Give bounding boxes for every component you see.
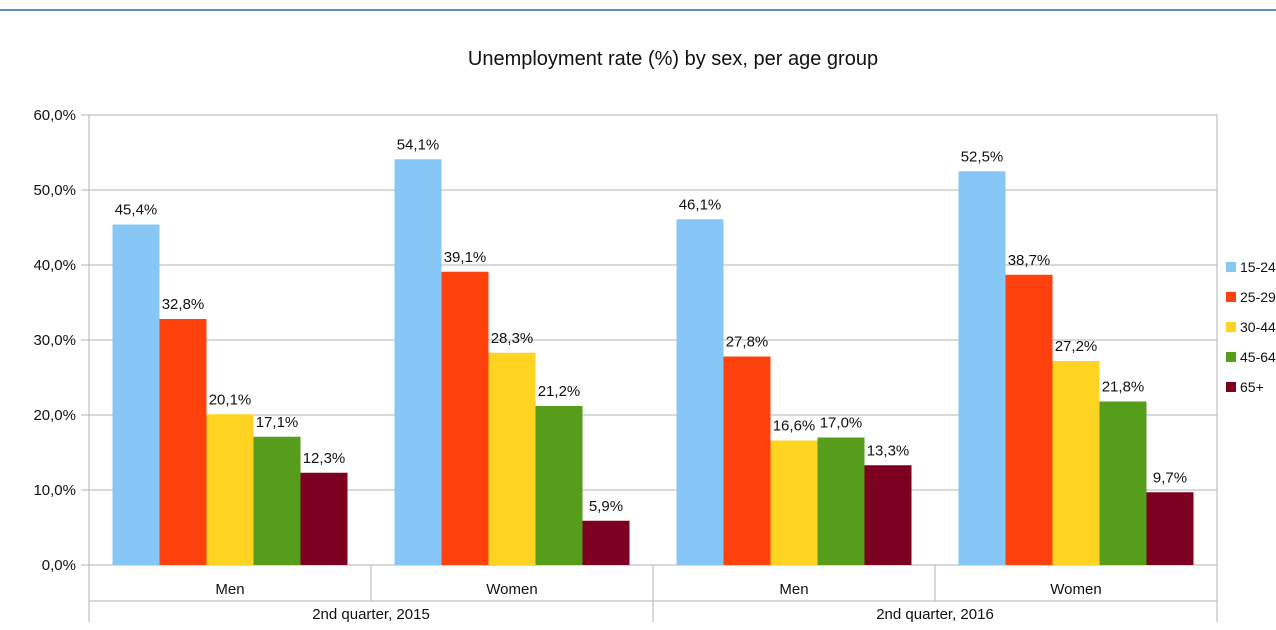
data-label: 12,3% bbox=[303, 450, 346, 467]
y-tick-label: 40,0% bbox=[33, 257, 76, 274]
bar bbox=[253, 436, 301, 565]
x-group-label: 2nd quarter, 2016 bbox=[876, 606, 994, 623]
y-tick-label: 0,0% bbox=[42, 557, 76, 574]
legend-label: 25-29 bbox=[1240, 289, 1276, 305]
x-group-label: 2nd quarter, 2015 bbox=[312, 606, 430, 623]
data-label: 45,4% bbox=[115, 202, 158, 219]
bar bbox=[394, 159, 442, 565]
data-label: 27,8% bbox=[726, 334, 769, 351]
y-tick-label: 10,0% bbox=[33, 482, 76, 499]
data-label: 38,7% bbox=[1008, 252, 1051, 269]
bar bbox=[1005, 274, 1053, 565]
data-label: 9,7% bbox=[1153, 469, 1187, 486]
legend-label: 45-64 bbox=[1240, 349, 1276, 365]
bar bbox=[206, 414, 254, 565]
bar bbox=[1052, 361, 1100, 565]
bar bbox=[770, 440, 818, 565]
legend-label: 15-24 bbox=[1240, 259, 1276, 275]
legend: 15-24 25-29 30-44 45-64 65+ bbox=[1226, 259, 1276, 395]
bar bbox=[1099, 401, 1147, 565]
data-label: 27,2% bbox=[1055, 338, 1098, 355]
legend-swatch bbox=[1226, 322, 1236, 332]
legend-label: 30-44 bbox=[1240, 319, 1276, 335]
data-label: 32,8% bbox=[162, 296, 205, 313]
data-label: 20,1% bbox=[209, 391, 252, 408]
legend-swatch bbox=[1226, 262, 1236, 272]
data-label: 17,1% bbox=[256, 414, 299, 431]
x-category-label: Women bbox=[1050, 581, 1101, 598]
data-label: 54,1% bbox=[397, 136, 440, 153]
frame-top-border bbox=[0, 9, 1276, 11]
y-tick-label: 60,0% bbox=[33, 107, 76, 124]
data-label: 21,2% bbox=[538, 383, 581, 400]
data-label: 16,6% bbox=[773, 418, 816, 435]
legend-swatch bbox=[1226, 352, 1236, 362]
x-category-label: Women bbox=[486, 581, 537, 598]
bar bbox=[864, 465, 912, 565]
legend-label: 65+ bbox=[1240, 379, 1264, 395]
x-category-label: Men bbox=[779, 581, 808, 598]
y-tick-label: 50,0% bbox=[33, 182, 76, 199]
chart-title: Unemployment rate (%) by sex, per age gr… bbox=[468, 48, 878, 70]
data-label: 13,3% bbox=[867, 442, 910, 459]
bar bbox=[441, 271, 489, 565]
bar bbox=[535, 406, 583, 565]
legend-swatch bbox=[1226, 292, 1236, 302]
bar bbox=[723, 356, 771, 565]
y-tick-label: 20,0% bbox=[33, 407, 76, 424]
data-label: 46,1% bbox=[679, 196, 722, 213]
bar bbox=[817, 437, 865, 565]
bar bbox=[958, 171, 1006, 565]
bar bbox=[112, 224, 160, 565]
bar bbox=[159, 319, 207, 565]
y-axis: 0,0% 10,0% 20,0% 30,0% 40,0% 50,0% 60,0% bbox=[33, 107, 89, 574]
bar bbox=[676, 219, 724, 565]
x-axis: Men Women Men Women 2nd quarter, 2015 2nd qua… bbox=[88, 565, 1218, 623]
data-label: 39,1% bbox=[444, 249, 487, 266]
legend-swatch bbox=[1226, 382, 1236, 392]
bar bbox=[1146, 492, 1194, 565]
bar bbox=[488, 352, 536, 565]
data-label: 28,3% bbox=[491, 330, 534, 347]
bar bbox=[582, 520, 630, 565]
bars: 45,4% 54,1% 46,1% 52,5% 32,8% 39,1% 27,8% 38,7%… bbox=[112, 136, 1194, 565]
data-label: 21,8% bbox=[1102, 379, 1145, 396]
y-tick-label: 30,0% bbox=[33, 332, 76, 349]
data-label: 5,9% bbox=[589, 498, 623, 515]
data-label: 17,0% bbox=[820, 415, 863, 432]
bar bbox=[300, 472, 348, 565]
data-label: 52,5% bbox=[961, 148, 1004, 165]
x-category-label: Men bbox=[215, 581, 244, 598]
